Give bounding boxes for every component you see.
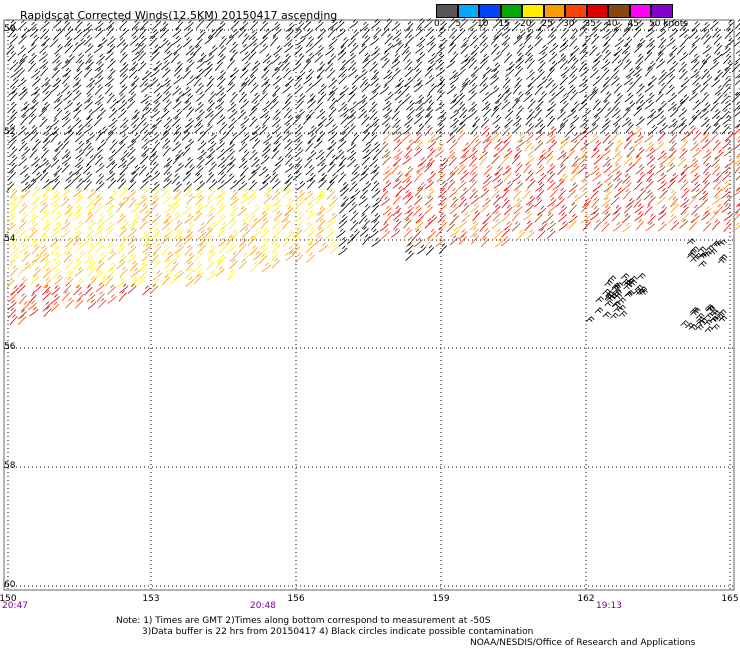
wind-speed-legend: 0 5 10 15 20 25 30 35 40 45 50 knots: [434, 4, 740, 36]
legend-swatch: [586, 4, 608, 18]
wind-barbs: [6, 17, 740, 332]
y-tick-label: 50: [4, 24, 16, 34]
legend-label: 30: [563, 19, 575, 29]
x-tick-label: 162: [577, 594, 595, 604]
time-label-left: 20:47: [2, 601, 28, 611]
y-tick-label: 56: [4, 342, 16, 352]
legend-label: 40: [606, 19, 618, 29]
time-label-right: 19:13: [596, 601, 622, 611]
legend-swatch: [629, 4, 651, 18]
legend-label: 50 knots: [649, 19, 688, 29]
legend-label: 35: [584, 19, 596, 29]
legend-swatch: [500, 4, 522, 18]
x-tick-label: 159: [432, 594, 450, 604]
x-tick-label: 150: [0, 594, 17, 604]
y-tick-label: 54: [4, 234, 16, 244]
time-label-middle: 20:48: [250, 601, 276, 611]
credit-line: NOAA/NESDIS/Office of Research and Appli…: [470, 638, 696, 648]
x-tick-label: 156: [287, 594, 305, 604]
legend-swatch: [651, 4, 673, 18]
y-tick-label: 58: [4, 461, 16, 471]
legend-label: 45: [627, 19, 639, 29]
legend-swatch: [522, 4, 544, 18]
note-line-1: Note: 1) Times are GMT 2)Times along bot…: [116, 616, 491, 626]
legend-swatch: [457, 4, 479, 18]
legend-swatch: [543, 4, 565, 18]
legend-label: 15: [498, 19, 510, 29]
legend-label: 25: [541, 19, 553, 29]
y-tick-label: 60: [4, 580, 16, 590]
legend-swatch: [436, 4, 458, 18]
legend-label: 20: [520, 19, 532, 29]
notes: Note: 1) Times are GMT 2)Times along bot…: [116, 616, 533, 638]
x-tick-label: 153: [142, 594, 160, 604]
legend-swatch: [608, 4, 630, 18]
note-line-2: 3)Data buffer is 22 hrs from 20150417 4)…: [142, 627, 534, 637]
y-tick-label: 52: [4, 127, 16, 137]
legend-label: 5: [455, 19, 462, 29]
x-tick-label: 165: [721, 594, 739, 604]
map-title: Rapidscat Corrected Winds(12.5KM) 201504…: [20, 9, 338, 22]
legend-label: 0: [434, 19, 440, 29]
legend-swatch: [565, 4, 587, 18]
legend-label: 10: [477, 19, 489, 29]
legend-swatch: [479, 4, 501, 18]
